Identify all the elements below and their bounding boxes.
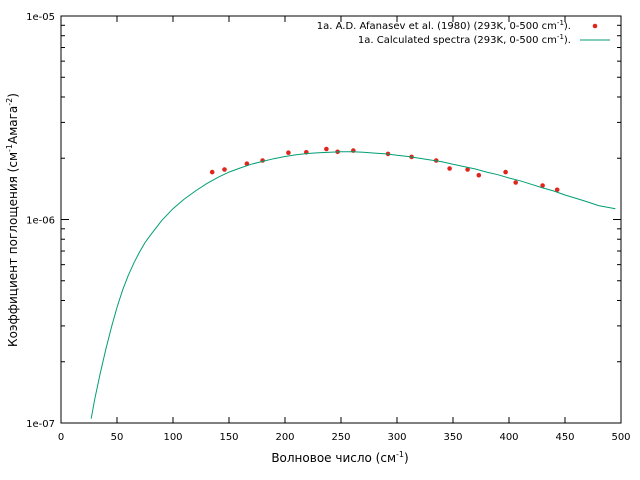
legend-entry-1-label: 1a. A.D. Afanasev et al. (1980) (293K, 0… [317,19,571,32]
x-tick-label: 300 [387,432,406,443]
x-tick-label: 50 [111,432,124,443]
series-layer [90,146,616,419]
x-tick-label: 200 [275,432,294,443]
data-point [513,180,518,185]
tick-labels: 0 50 100 150 200 250 300 350 400 450 500 1e-07 1e-06… [26,12,630,443]
x-tick-label: 100 [163,432,182,443]
x-tick-label: 0 [58,432,64,443]
data-point [465,167,470,172]
data-point [209,169,215,175]
x-tick-label: 400 [499,432,518,443]
data-point [503,169,508,175]
data-point [286,150,291,155]
x-axis-label: Волновое число (см-1) [271,450,408,465]
plot-frame [60,15,622,424]
x-tick-label: 250 [331,432,350,443]
data-point [540,183,545,188]
legend-entry-1-marker [592,23,598,29]
legend-entry-2-label: 1a. Calculated spectra (293K, 0-500 cm-1… [358,33,571,46]
x-tick-label: 500 [611,432,630,443]
data-point [476,172,482,178]
y-tick-label: 1e-06 [26,216,55,227]
data-point [324,146,329,152]
data-point [554,187,560,193]
y-tick-label: 1e-05 [26,12,55,23]
data-point [447,166,452,171]
legend: 1a. A.D. Afanasev et al. (1980) (293K, 0… [317,19,610,46]
x-tick-label: 150 [219,432,238,443]
y-tick-label: 1e-07 [26,419,55,430]
data-point [222,167,227,172]
y-axis-label: Коэффициент поглощения (см-1Амага-2) [5,93,20,347]
x-tick-label: 350 [443,432,462,443]
x-tick-label: 450 [555,432,574,443]
calculated-spectra-line [90,151,616,419]
